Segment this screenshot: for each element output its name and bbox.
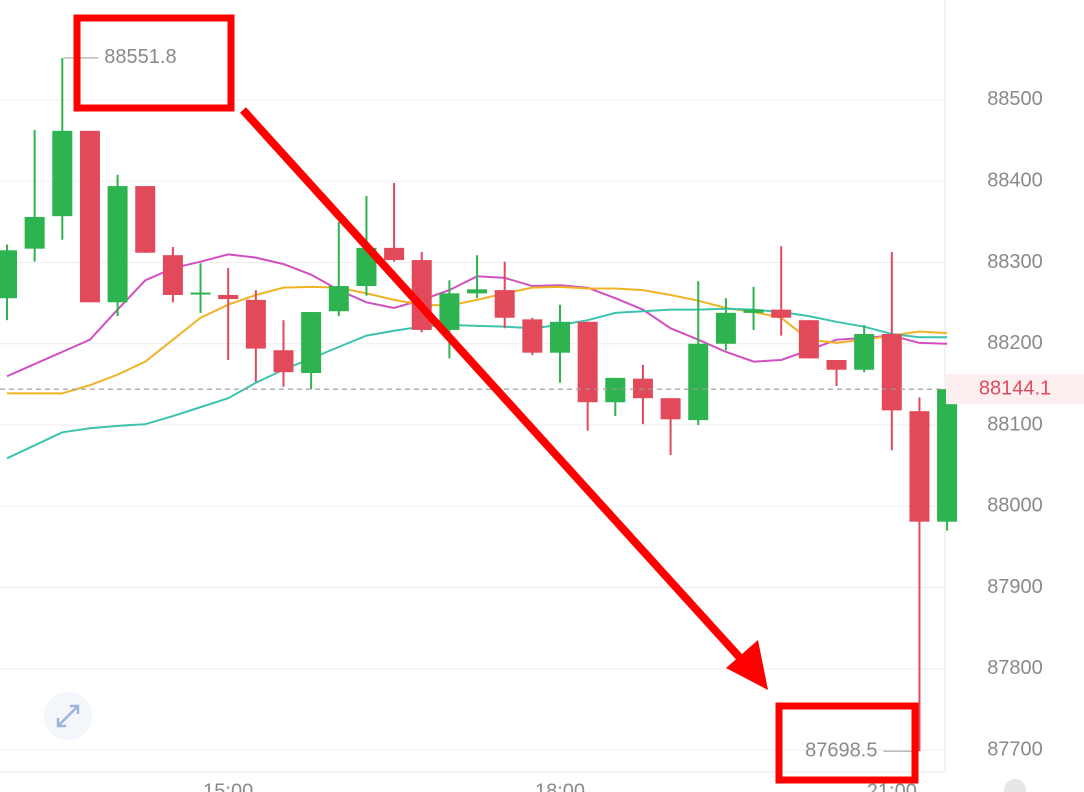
highlight-box (73, 14, 235, 112)
last-price-label: 88144.1 (979, 377, 1051, 399)
y-tick-label: 87700 (987, 738, 1043, 760)
candle-body (467, 289, 488, 294)
last-price-tag (946, 374, 1084, 405)
min-label: 87698.5 (805, 740, 877, 762)
candle-body (273, 350, 294, 373)
candle-body (107, 186, 128, 303)
candle-body (52, 130, 73, 217)
arrow-head (726, 640, 768, 690)
y-tick-label: 88300 (987, 251, 1043, 273)
candle-body (0, 250, 17, 299)
candle-body (190, 292, 211, 295)
x-tick-label: 21:00 (867, 780, 917, 792)
candles (0, 57, 958, 752)
y-tick-label: 88000 (987, 495, 1043, 517)
y-tick-label: 87900 (987, 576, 1043, 598)
y-tick-label: 88100 (987, 413, 1043, 435)
highlight-box (775, 702, 919, 784)
y-tick-label: 88500 (987, 88, 1043, 110)
candle-body (79, 130, 100, 303)
candle-body (881, 333, 902, 411)
x-tick-label: 18:00 (535, 780, 585, 792)
candle-body (854, 333, 875, 370)
arrow-shaft (240, 107, 745, 663)
labels: 87700 87800 87900 88000 88100 88200 88300 88400… (0, 46, 1084, 792)
candle-body (24, 216, 45, 249)
candle-body (135, 186, 156, 253)
y-tick-label: 88200 (987, 332, 1043, 354)
y-tick-label: 87800 (987, 657, 1043, 679)
candle-body (577, 321, 598, 403)
candle-body (660, 398, 681, 420)
candle-body (494, 290, 515, 318)
expand-icon[interactable] (44, 692, 92, 740)
candle-body (605, 377, 626, 403)
candle-body (715, 312, 736, 344)
candle-body (798, 320, 819, 359)
candle-body (909, 411, 930, 522)
candle-body (688, 343, 709, 421)
icon-glyph (56, 704, 80, 728)
candle-body (743, 309, 764, 313)
ma-line (7, 285, 948, 395)
candle-body (771, 309, 792, 318)
candle-body (301, 312, 322, 373)
candle-body (439, 293, 460, 330)
y-tick-label: 88400 (987, 169, 1043, 191)
k-icon[interactable] (1004, 779, 1026, 792)
candle-body (384, 247, 405, 261)
max-label: 88551.8 (104, 46, 176, 68)
candle-body (245, 299, 266, 349)
grid (0, 99, 945, 751)
candle-body (328, 286, 349, 312)
candle-body (522, 319, 543, 353)
candle-body (937, 389, 958, 522)
x-tick-label: 15:00 (203, 780, 253, 792)
candle-body (826, 359, 847, 370)
candle-body (632, 378, 653, 399)
candle-body (162, 255, 183, 295)
candle-body (218, 294, 239, 300)
candle-body (550, 321, 570, 353)
annotation (73, 14, 919, 784)
